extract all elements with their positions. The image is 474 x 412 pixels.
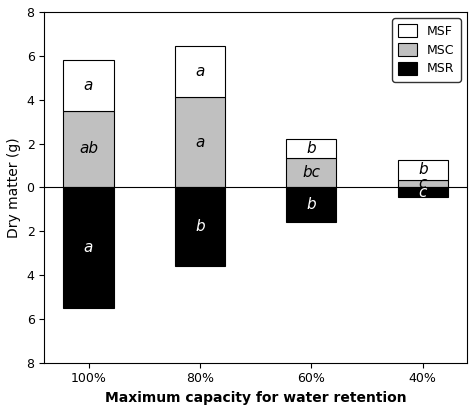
Text: b: b [307,197,316,213]
Bar [286,187,337,222]
Bar [64,110,114,187]
Bar [64,187,114,308]
Bar [398,187,448,197]
Text: ab: ab [79,141,98,157]
Bar [286,158,337,187]
Text: a: a [195,64,205,79]
Bar [175,98,225,187]
Bar [175,46,225,98]
Text: bc: bc [302,165,320,180]
Text: c: c [419,185,427,200]
Text: b: b [195,219,205,234]
Text: c: c [419,176,427,191]
Text: a: a [84,78,93,93]
Bar [398,160,448,180]
Text: b: b [307,141,316,156]
Legend: MSF, MSC, MSR: MSF, MSC, MSR [392,18,461,82]
Y-axis label: Dry matter (g): Dry matter (g) [7,137,21,238]
Bar [286,139,337,158]
Bar [175,187,225,266]
Bar [64,60,114,110]
Text: a: a [84,240,93,255]
X-axis label: Maximum capacity for water retention: Maximum capacity for water retention [105,391,406,405]
Text: b: b [418,162,428,177]
Bar [398,180,448,187]
Text: a: a [195,135,205,150]
